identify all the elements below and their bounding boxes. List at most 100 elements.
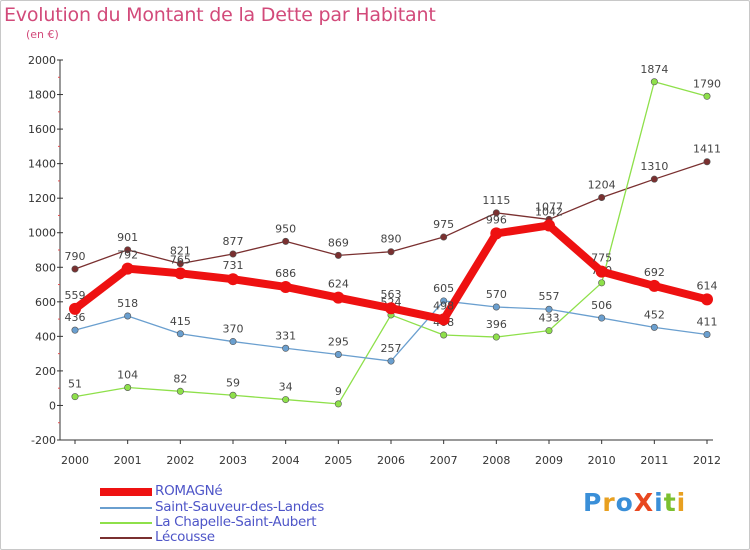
data-point-romagne xyxy=(121,262,134,275)
data-label-la-chapelle: 396 xyxy=(486,318,507,331)
data-label-saint-sauveur: 295 xyxy=(328,336,349,349)
data-label-saint-sauveur: 452 xyxy=(644,308,665,321)
data-label-la-chapelle: 433 xyxy=(539,312,560,325)
legend-item-saint-sauveur: Saint-Sauveur-des-Landes xyxy=(100,499,360,516)
y-tick-label: -200 xyxy=(31,434,56,447)
proxiti-logo: ProXiti xyxy=(583,488,686,517)
logo-letter: P xyxy=(583,488,603,517)
legend-swatch-la-chapelle xyxy=(100,522,152,524)
data-label-saint-sauveur: 570 xyxy=(486,288,507,301)
x-tick-label: 2003 xyxy=(219,454,247,467)
data-label-saint-sauveur: 518 xyxy=(117,297,138,310)
y-tick-label: 1600 xyxy=(28,123,56,136)
data-label-romagne: 765 xyxy=(170,253,191,266)
x-tick-label: 2001 xyxy=(114,454,142,467)
x-tick-label: 2008 xyxy=(482,454,510,467)
legend-swatch-lecousse xyxy=(100,537,152,539)
legend-swatch-saint-sauveur xyxy=(100,507,152,509)
data-point-romagne xyxy=(701,293,713,306)
data-label-lecousse: 821 xyxy=(170,245,191,258)
data-label-la-chapelle: 34 xyxy=(279,381,293,394)
data-label-la-chapelle: 9 xyxy=(335,385,342,398)
data-point-romagne xyxy=(543,219,555,232)
data-point-la-chapelle xyxy=(282,396,290,404)
legend-item-romagne: ROMAGNé xyxy=(100,483,360,500)
x-tick-label: 2002 xyxy=(166,454,194,467)
data-point-romagne xyxy=(69,302,81,315)
data-point-lecousse xyxy=(71,265,79,273)
logo-letter: i xyxy=(676,488,687,517)
data-point-saint-sauveur xyxy=(440,297,448,305)
legend-swatch-romagne xyxy=(100,488,152,496)
data-label-lecousse: 901 xyxy=(117,231,138,244)
y-tick-label: 1200 xyxy=(28,192,56,205)
data-point-saint-sauveur xyxy=(650,323,658,331)
data-label-saint-sauveur: 370 xyxy=(223,323,244,336)
data-label-romagne: 498 xyxy=(433,299,454,312)
y-tick-label: 200 xyxy=(35,365,56,378)
x-tick-label: 2004 xyxy=(272,454,300,467)
data-label-saint-sauveur: 411 xyxy=(697,315,718,328)
data-point-la-chapelle xyxy=(492,333,500,341)
x-tick-label: 2007 xyxy=(430,454,458,467)
data-point-saint-sauveur xyxy=(229,338,237,346)
x-tick-label: 2011 xyxy=(640,454,668,467)
data-point-lecousse xyxy=(650,175,658,183)
data-label-romagne: 775 xyxy=(591,252,612,265)
data-point-lecousse xyxy=(124,246,132,254)
data-point-lecousse xyxy=(492,209,500,217)
data-label-saint-sauveur: 557 xyxy=(539,290,560,303)
data-point-lecousse xyxy=(334,251,342,259)
data-label-lecousse: 890 xyxy=(381,233,402,246)
data-point-la-chapelle xyxy=(229,391,237,399)
data-point-la-chapelle xyxy=(334,400,342,408)
data-label-la-chapelle: 51 xyxy=(68,378,82,391)
data-point-la-chapelle xyxy=(440,331,448,339)
data-label-lecousse: 869 xyxy=(328,236,349,249)
data-point-saint-sauveur xyxy=(124,312,132,320)
data-point-la-chapelle xyxy=(124,383,132,391)
data-point-lecousse xyxy=(440,233,448,241)
logo-letter: o xyxy=(615,488,634,517)
x-tick-label: 2012 xyxy=(693,454,721,467)
data-point-romagne xyxy=(227,273,239,286)
data-label-saint-sauveur: 331 xyxy=(275,329,296,342)
data-label-romagne: 559 xyxy=(65,289,86,302)
legend-label-lecousse: Lécousse xyxy=(155,529,215,545)
legend-item-la-chapelle: La Chapelle-Saint-Aubert xyxy=(100,514,360,531)
data-label-saint-sauveur: 506 xyxy=(591,299,612,312)
data-label-la-chapelle: 82 xyxy=(173,372,187,385)
y-tick-label: 1000 xyxy=(28,227,56,240)
logo-letter: i xyxy=(654,488,664,517)
x-tick-label: 2006 xyxy=(377,454,405,467)
data-point-saint-sauveur xyxy=(176,330,184,338)
data-label-la-chapelle: 1790 xyxy=(693,77,721,90)
data-point-saint-sauveur xyxy=(387,357,395,365)
data-label-romagne: 692 xyxy=(644,266,665,279)
data-point-saint-sauveur xyxy=(545,305,553,313)
data-point-lecousse xyxy=(282,237,290,245)
y-tick-label: 400 xyxy=(35,330,56,343)
data-point-saint-sauveur xyxy=(703,330,711,338)
data-point-romagne xyxy=(174,267,187,280)
data-point-lecousse xyxy=(703,158,711,166)
logo-letter: t xyxy=(663,488,677,517)
data-point-la-chapelle xyxy=(703,92,711,100)
data-label-romagne: 731 xyxy=(223,259,244,272)
data-point-lecousse xyxy=(176,260,184,268)
data-point-saint-sauveur xyxy=(334,350,342,358)
data-label-romagne: 563 xyxy=(381,288,402,301)
data-label-saint-sauveur: 436 xyxy=(65,311,86,324)
data-label-la-chapelle: 59 xyxy=(226,376,240,389)
data-label-lecousse: 1310 xyxy=(640,160,668,173)
data-label-lecousse: 1411 xyxy=(693,143,721,156)
x-tick-label: 2000 xyxy=(61,454,89,467)
data-label-la-chapelle: 104 xyxy=(117,368,138,381)
data-label-romagne: 792 xyxy=(117,249,138,262)
y-tick-label: 2000 xyxy=(28,54,56,67)
data-point-la-chapelle xyxy=(71,393,79,401)
legend-label-la-chapelle: La Chapelle-Saint-Aubert xyxy=(155,514,317,530)
data-point-lecousse xyxy=(387,248,395,256)
chart-subtitle: (en €) xyxy=(26,28,59,41)
x-tick-label: 2009 xyxy=(535,454,563,467)
